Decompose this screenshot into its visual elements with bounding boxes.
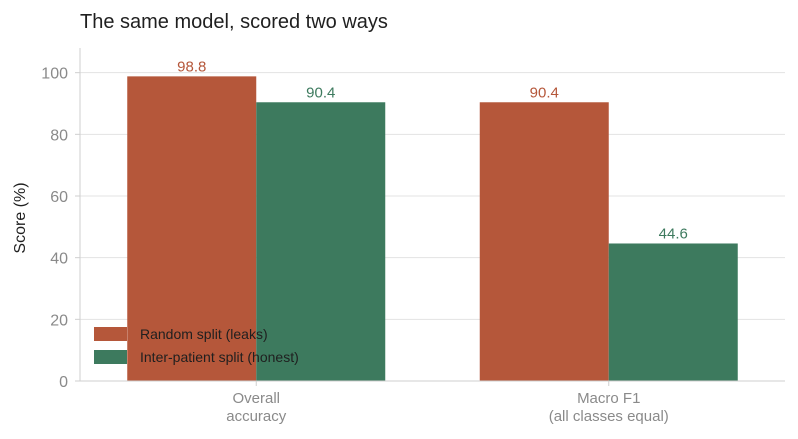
chart-title: The same model, scored two ways	[80, 11, 388, 33]
y-tick-labels: 0 20 40 60 80 100	[41, 66, 80, 391]
legend-label: Inter-patient split (honest)	[140, 349, 299, 365]
data-label: 98.8	[177, 58, 206, 75]
y-tick-label: 60	[50, 189, 68, 206]
bar	[127, 76, 257, 381]
y-tick-label: 80	[50, 127, 68, 144]
legend-swatch	[94, 327, 127, 341]
bar	[479, 102, 609, 382]
x-tick-label: Overall	[232, 390, 280, 407]
bars	[127, 76, 738, 382]
y-tick-label: 40	[50, 251, 68, 268]
legend-swatch	[94, 350, 127, 364]
x-tick-label: accuracy	[226, 408, 287, 425]
legend: Random split (leaks) Inter-patient split …	[94, 326, 299, 365]
y-axis-label: Score (%)	[12, 182, 29, 253]
y-tick-label: 20	[50, 312, 68, 329]
y-tick-label: 0	[59, 374, 68, 391]
data-label: 90.4	[530, 84, 559, 101]
data-labels: 98.8 90.4 90.4 44.6	[177, 58, 688, 242]
x-tick-label: (all classes equal)	[549, 408, 669, 425]
y-tick-label: 100	[41, 66, 68, 83]
legend-label: Random split (leaks)	[140, 326, 268, 342]
data-label: 90.4	[306, 84, 335, 101]
x-tick-label: Macro F1	[577, 390, 640, 407]
bar	[256, 102, 386, 382]
bar	[608, 243, 738, 381]
data-label: 44.6	[659, 225, 688, 242]
